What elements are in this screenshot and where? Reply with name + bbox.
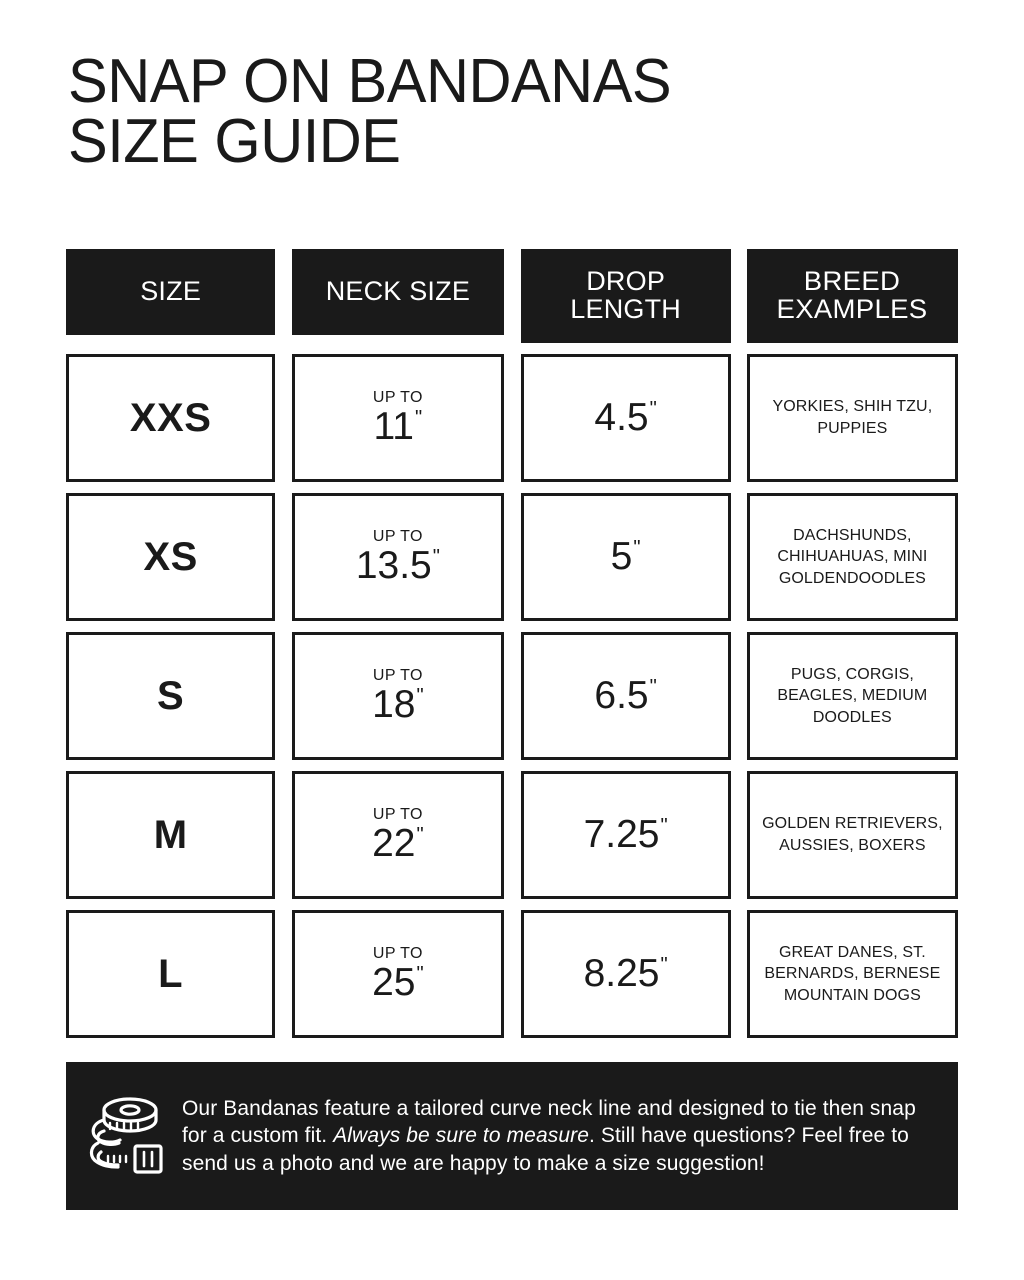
inch-mark-icon: ": [633, 537, 641, 560]
measuring-tape-icon: [86, 1090, 170, 1182]
table-row: XS UP TO 13.5 " 5 " DACHSHUNDS, CHIHUAHUAS…: [66, 493, 958, 621]
cell-size: L: [66, 910, 276, 1038]
column-header-size-label: SIZE: [140, 276, 202, 307]
cell-breed-examples: GOLDEN RETRIEVERS, AUSSIES, BOXERS: [746, 771, 958, 899]
cell-neck-size: UP TO 25 ": [292, 910, 504, 1038]
inch-mark-icon: ": [416, 962, 424, 985]
cell-breed-examples: GREAT DANES, ST. BERNARDS, BERNESE MOUNT…: [746, 910, 958, 1038]
cell-breed-examples: PUGS, CORGIS, BEAGLES, MEDIUM DOODLES: [746, 632, 958, 760]
neck-size-value: 13.5 ": [355, 543, 440, 587]
breed-examples-text: YORKIES, SHIH TZU, PUPPIES: [772, 398, 933, 437]
inch-mark-icon: ": [660, 815, 668, 838]
inch-mark-icon: ": [660, 954, 668, 977]
column-header-size: SIZE: [66, 249, 276, 335]
footer-note-text: Our Bandanas feature a tailored curve ne…: [182, 1095, 936, 1177]
footer-text-emphasis: Always be sure to measure: [333, 1124, 589, 1148]
size-label: XS: [143, 534, 198, 579]
neck-size-prefix: UP TO: [372, 805, 423, 823]
inch-mark-icon: ": [416, 684, 424, 707]
cell-neck-size: UP TO 18 ": [292, 632, 504, 760]
footer-text-part-1: Our Bandanas feature a tailored curve ne…: [182, 1097, 916, 1148]
inch-mark-icon: ": [649, 398, 657, 421]
table-row: L UP TO 25 " 8.25 " GREAT DANES, ST. BERNA…: [66, 910, 958, 1038]
cell-size: S: [66, 632, 276, 760]
cell-neck-size: UP TO 22 ": [292, 771, 504, 899]
column-header-breed-examples: BREED EXAMPLES: [746, 249, 958, 343]
cell-drop-length: 4.5 ": [520, 354, 731, 482]
size-label: L: [158, 951, 184, 996]
inch-mark-icon: ": [432, 545, 440, 568]
cell-size: XXS: [66, 354, 276, 482]
neck-size-prefix: UP TO: [372, 527, 423, 545]
footer-note: Our Bandanas feature a tailored curve ne…: [66, 1062, 958, 1210]
cell-drop-length: 6.5 ": [520, 632, 731, 760]
cell-size: M: [66, 771, 276, 899]
drop-length-value: 7.25 ": [583, 813, 668, 857]
column-header-neck-size-label: NECK SIZE: [325, 276, 471, 307]
cell-drop-length: 5 ": [520, 493, 731, 621]
table-header-row: SIZE NECK SIZE DROP LENGTH BREED EXAMPLE…: [66, 249, 958, 343]
neck-size-value: 11 ": [373, 404, 423, 448]
drop-length-value: 6.5 ": [594, 674, 657, 718]
breed-examples-text: DACHSHUNDS, CHIHUAHUAS, MINI GOLDENDOODL…: [777, 526, 928, 587]
cell-neck-size: UP TO 13.5 ": [292, 493, 504, 621]
cell-drop-length: 7.25 ": [520, 771, 731, 899]
table-row: M UP TO 22 " 7.25 " GOLDEN RETRIEVERS, AUS…: [66, 771, 958, 899]
breed-examples-text: PUGS, CORGIS, BEAGLES, MEDIUM DOODLES: [777, 665, 928, 726]
neck-size-value: 25 ": [372, 960, 424, 1004]
table-row: XXS UP TO 11 " 4.5 " YORKIES, SHIH TZU, PU…: [66, 354, 958, 482]
inch-mark-icon: ": [649, 676, 657, 699]
cell-breed-examples: DACHSHUNDS, CHIHUAHUAS, MINI GOLDENDOODL…: [746, 493, 958, 621]
page-title: SNAP ON BANDANAS SIZE GUIDE: [68, 47, 968, 176]
cell-neck-size: UP TO 11 ": [292, 354, 504, 482]
inch-mark-icon: ": [416, 823, 424, 846]
inch-mark-icon: ": [415, 406, 423, 429]
column-header-breed-examples-label: BREED EXAMPLES: [776, 266, 928, 324]
cell-size: XS: [66, 493, 276, 621]
neck-size-prefix: UP TO: [372, 666, 423, 684]
cell-drop-length: 8.25 ": [520, 910, 731, 1038]
column-header-neck-size: NECK SIZE: [292, 249, 504, 335]
breed-examples-text: GOLDEN RETRIEVERS, AUSSIES, BOXERS: [762, 815, 943, 854]
neck-size-prefix: UP TO: [372, 388, 423, 406]
page-title-line-2: SIZE GUIDE: [68, 106, 401, 176]
breed-examples-text: GREAT DANES, ST. BERNARDS, BERNESE MOUNT…: [764, 943, 941, 1004]
footer-text-part-2: . Still have questions? Feel free to sen…: [182, 1124, 909, 1175]
drop-length-value: 5 ": [610, 535, 641, 579]
cell-breed-examples: YORKIES, SHIH TZU, PUPPIES: [746, 354, 958, 482]
neck-size-value: 18 ": [372, 682, 424, 726]
column-header-drop-length-label: DROP LENGTH: [570, 266, 681, 324]
size-table: SIZE NECK SIZE DROP LENGTH BREED EXAMPLE…: [66, 249, 958, 1038]
neck-size-value: 22 ": [372, 821, 424, 865]
size-label: XXS: [129, 395, 212, 440]
size-label: M: [153, 812, 188, 857]
drop-length-value: 4.5 ": [594, 396, 657, 440]
neck-size-prefix: UP TO: [372, 944, 423, 962]
column-header-drop-length: DROP LENGTH: [520, 249, 731, 343]
table-row: S UP TO 18 " 6.5 " PUGS, CORGIS, BEAGLES, …: [66, 632, 958, 760]
page-title-line-1: SNAP ON BANDANAS: [68, 47, 672, 116]
drop-length-value: 8.25 ": [583, 952, 668, 996]
size-label: S: [157, 673, 185, 718]
